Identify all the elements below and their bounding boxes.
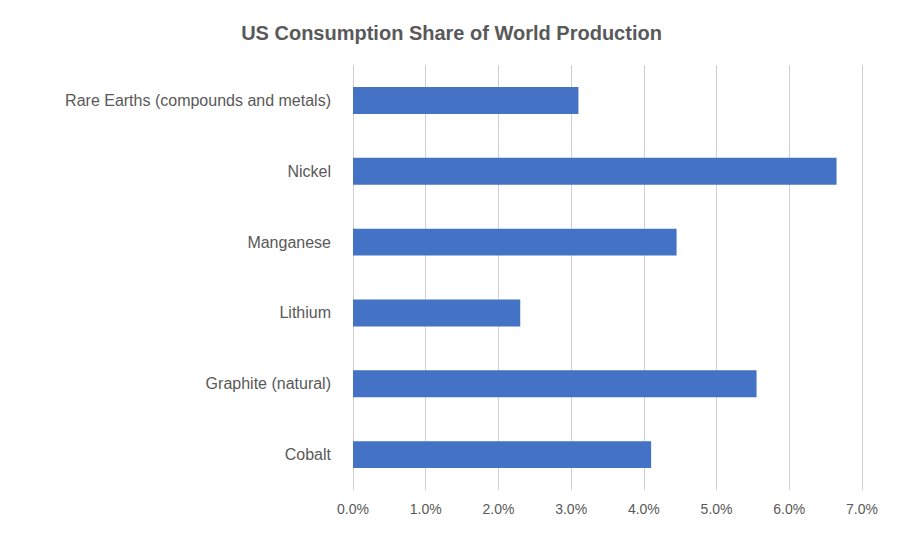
svg-text:6.0%: 6.0%	[773, 501, 805, 517]
svg-text:4.0%: 4.0%	[628, 501, 660, 517]
svg-text:Graphite (natural): Graphite (natural)	[206, 375, 331, 392]
svg-text:2.0%: 2.0%	[482, 501, 514, 517]
svg-text:US Consumption Share of World: US Consumption Share of World Production	[241, 22, 662, 44]
svg-text:Rare Earths (compounds and met: Rare Earths (compounds and metals)	[65, 92, 331, 109]
svg-text:0.0%: 0.0%	[337, 501, 369, 517]
svg-text:Nickel: Nickel	[287, 163, 331, 180]
svg-text:Lithium: Lithium	[279, 304, 331, 321]
svg-text:Cobalt: Cobalt	[285, 446, 332, 463]
svg-text:Manganese: Manganese	[247, 234, 331, 251]
svg-text:5.0%: 5.0%	[701, 501, 733, 517]
svg-text:7.0%: 7.0%	[846, 501, 878, 517]
svg-text:3.0%: 3.0%	[555, 501, 587, 517]
svg-text:1.0%: 1.0%	[410, 501, 442, 517]
